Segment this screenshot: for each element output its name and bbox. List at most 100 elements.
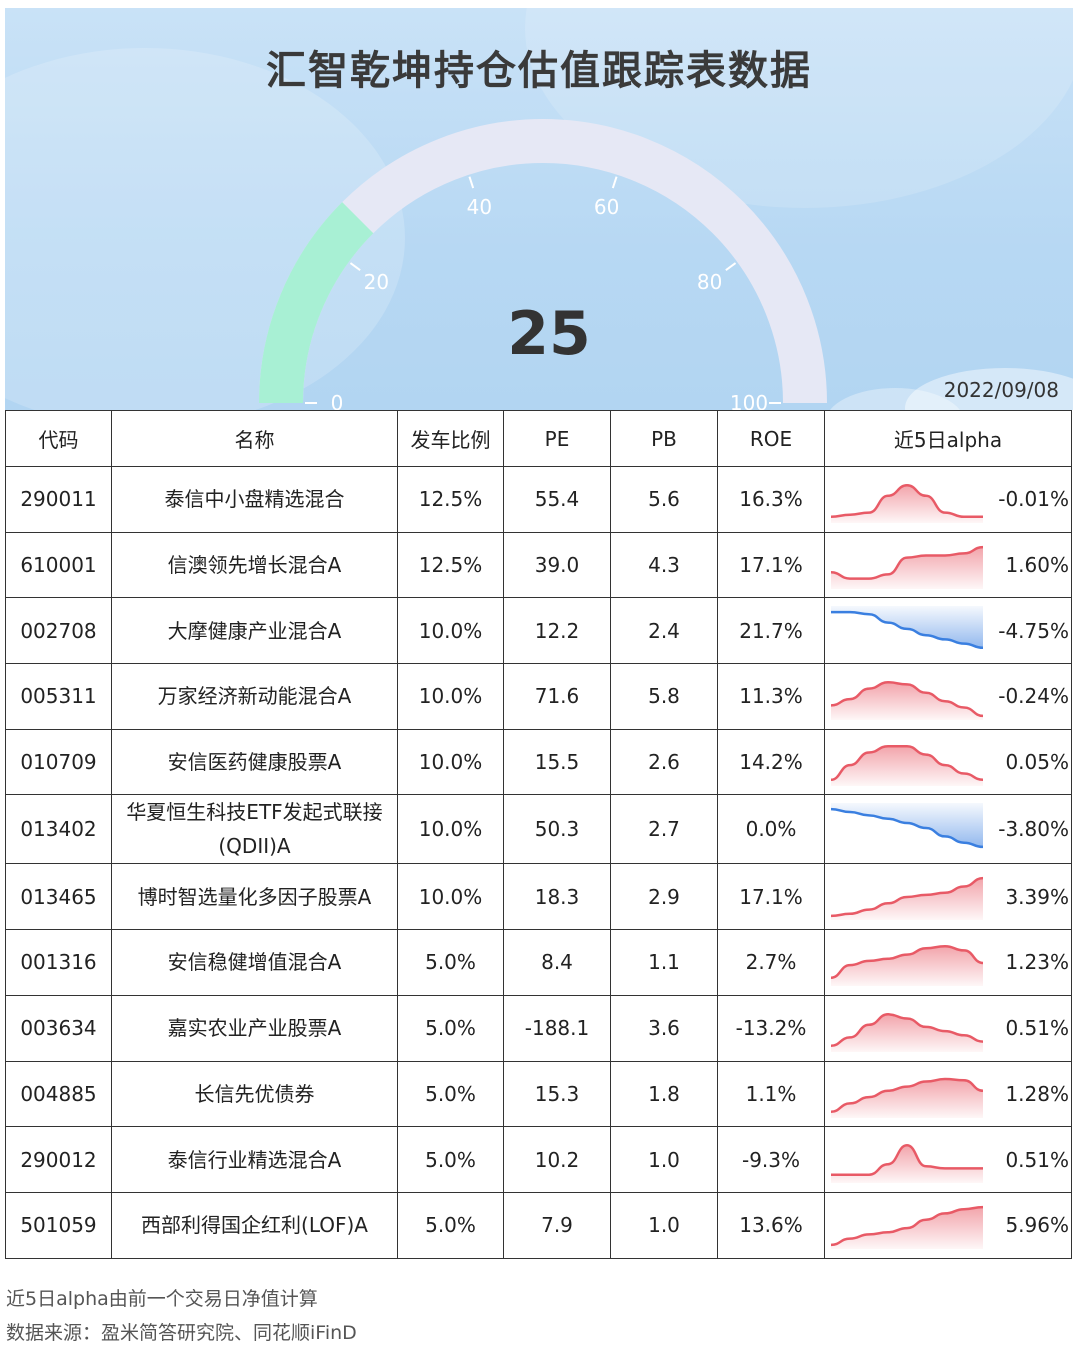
gauge-tick-mark [349, 262, 361, 271]
cell-pe: 71.6 [503, 663, 611, 730]
sparkline-area [831, 946, 983, 987]
alpha-sparkline [830, 681, 984, 721]
sparkline-line [830, 744, 984, 781]
header-name: 名称 [111, 410, 398, 467]
cell-roe: 17.1% [717, 531, 825, 599]
cell-roe: -13.2% [717, 994, 825, 1062]
sparkline-line [831, 611, 984, 650]
cell-name: 长信先优债券 [111, 1060, 398, 1128]
alpha-value: 0.51% [1005, 1016, 1069, 1041]
cell-ratio: 10.0% [397, 597, 504, 665]
gauge-tick-label: 100 [730, 391, 768, 410]
cell-name: 泰信行业精选混合A [111, 1126, 398, 1193]
header-pb: PB [610, 410, 718, 467]
header-roe: ROE [717, 410, 825, 467]
cell-pe: 12.2 [503, 597, 611, 665]
cell-alpha: 1.28% [824, 1060, 1072, 1128]
cell-pb: 3.6 [610, 994, 718, 1062]
cell-name: 大摩健康产业混合A [111, 597, 398, 665]
cell-ratio: 5.0% [397, 1126, 504, 1193]
sparkline-area [831, 606, 983, 649]
cell-ratio: 5.0% [397, 1191, 504, 1259]
alpha-sparkline [830, 744, 984, 786]
decorative-cloud [825, 388, 965, 410]
cell-ratio: 10.0% [397, 663, 504, 730]
cell-ratio: 10.0% [397, 728, 504, 796]
alpha-value: 3.39% [1005, 884, 1069, 909]
alpha-value: 0.05% [1005, 750, 1069, 775]
cell-pe: 10.2 [503, 1126, 611, 1193]
table-row: 001316 安信稳健增值混合A 5.0% 8.4 1.1 2.7% 1.23% [5, 929, 1072, 996]
sparkline-line [830, 945, 984, 980]
cell-pe: 18.3 [503, 863, 611, 931]
sparkline-area [831, 546, 983, 589]
cell-code: 003634 [5, 994, 112, 1062]
table-row: 005311 万家经济新动能混合A 10.0% 71.6 5.8 11.3% -0.24% [5, 663, 1072, 730]
cell-code: 290012 [5, 1126, 112, 1193]
cell-ratio: 5.0% [397, 929, 504, 996]
cell-pb: 2.9 [610, 863, 718, 931]
sparkline-area [831, 803, 983, 848]
alpha-value: 0.51% [1005, 1147, 1069, 1172]
cell-pe: 15.3 [503, 1060, 611, 1128]
cell-code: 610001 [5, 531, 112, 599]
cell-alpha: 5.96% [824, 1191, 1072, 1259]
alpha-sparkline [830, 1144, 983, 1184]
sparkline-line [830, 877, 984, 918]
cell-code: 005311 [5, 663, 112, 730]
gauge-tick-label: 20 [364, 270, 389, 294]
table-row: 501059 西部利得国企红利(LOF)A 5.0% 7.9 1.0 13.6% 5.96% [5, 1191, 1072, 1259]
alpha-value: -4.75% [998, 618, 1069, 643]
alpha-sparkline [831, 606, 984, 650]
cell-pb: 2.7 [610, 794, 718, 865]
gauge-tick-label: 80 [697, 270, 722, 294]
alpha-sparkline [830, 1077, 984, 1118]
sparkline-area [831, 745, 983, 786]
gauge-tick-label: 60 [594, 195, 619, 219]
cell-pb: 4.3 [610, 531, 718, 599]
gauge-tick-label: 0 [331, 391, 344, 410]
cell-alpha: 0.51% [824, 1126, 1072, 1193]
cell-code: 013402 [5, 794, 112, 865]
footnote-source: 数据来源：盈米简答研究院、同花顺iFinD [6, 1322, 357, 1344]
cell-ratio: 12.5% [397, 466, 504, 533]
sparkline-area [831, 1014, 983, 1052]
cell-roe: 16.3% [717, 466, 825, 533]
gauge-value: 25 [507, 299, 591, 369]
alpha-value: 1.60% [1005, 553, 1069, 578]
table-row: 610001 信澳领先增长混合A 12.5% 39.0 4.3 17.1% 1.60% [5, 531, 1072, 599]
cell-pb: 5.6 [610, 466, 718, 533]
cell-code: 501059 [5, 1191, 112, 1259]
sparkline-area [831, 1206, 983, 1249]
header-alpha: 近5日alpha [824, 410, 1072, 467]
cell-alpha: 0.05% [824, 728, 1072, 796]
header-pe: PE [503, 410, 611, 467]
cell-alpha: 1.60% [824, 531, 1072, 599]
cell-roe: 11.3% [717, 663, 825, 730]
cell-roe: -9.3% [717, 1126, 825, 1193]
cell-pe: 8.4 [503, 929, 611, 996]
table-row: 290012 泰信行业精选混合A 5.0% 10.2 1.0 -9.3% 0.51% [5, 1126, 1072, 1193]
page-title: 汇智乾坤持仓估值跟踪表数据 [266, 48, 812, 94]
alpha-sparkline [830, 1205, 984, 1249]
sparkline-line [830, 545, 984, 580]
gauge-tick-mark [725, 262, 737, 271]
sparkline-area [831, 878, 983, 921]
alpha-value: -0.24% [998, 684, 1069, 709]
table-row: 002708 大摩健康产业混合A 10.0% 12.2 2.4 21.7% -4.75% [5, 597, 1072, 665]
holdings-table: 代码 名称 发车比例 PE PB ROE 近5日alpha 290011 泰信中小… [5, 410, 1072, 1259]
cell-alpha: -3.80% [824, 794, 1072, 865]
gauge-tick-mark [468, 176, 475, 189]
table-row: 290011 泰信中小盘精选混合 12.5% 55.4 5.6 16.3% -0.01% [5, 466, 1072, 533]
cell-name: 西部利得国企红利(LOF)A [111, 1191, 398, 1259]
cell-roe: 2.7% [717, 929, 825, 996]
sparkline-area [831, 682, 983, 721]
alpha-sparkline [830, 545, 984, 589]
cell-name: 华夏恒生科技ETF发起式联接(QDII)A [111, 794, 398, 865]
sparkline-line [830, 808, 984, 849]
alpha-sparkline [830, 1012, 984, 1052]
table-row: 004885 长信先优债券 5.0% 15.3 1.8 1.1% 1.28% [5, 1060, 1072, 1128]
sparkline-line [830, 1205, 984, 1247]
cell-name: 泰信中小盘精选混合 [111, 466, 398, 533]
alpha-value: 1.23% [1005, 950, 1069, 975]
